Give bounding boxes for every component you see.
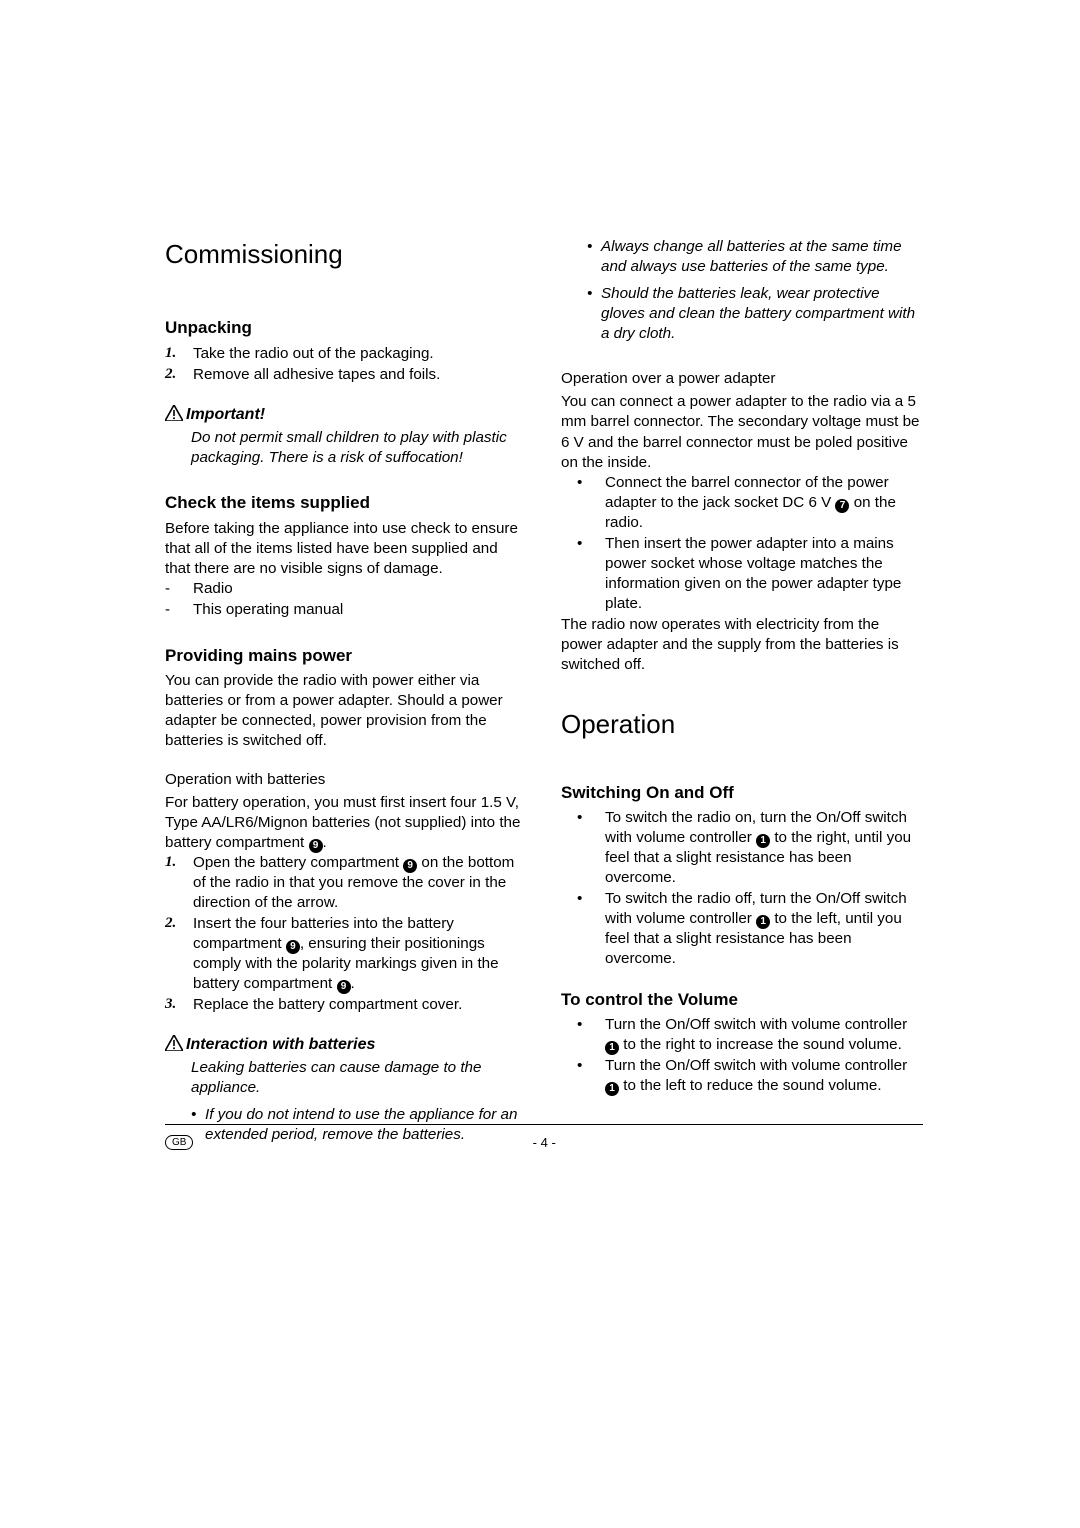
list-item: Then insert the power adapter into a mai… [605,534,923,614]
region-badge: GB [165,1135,193,1150]
battery-steps: 1.Open the battery compartment 9 on the … [165,853,527,1016]
ref-icon-9: 9 [309,839,323,853]
warning-icon [165,405,183,421]
step-text: Remove all adhesive tapes and foils. [193,366,440,383]
volume-control-bullets: Turn the On/Off switch with volume contr… [561,1015,923,1096]
list-item: Turn the On/Off switch with volume contr… [605,1015,923,1055]
switching-onoff-bullets: To switch the radio on, turn the On/Off … [561,808,923,970]
list-item: To switch the radio on, turn the On/Off … [605,808,923,888]
heading-volume-control: To control the Volume [561,989,923,1011]
warning-important-body: Do not permit small children to play wit… [165,428,527,468]
subheading-op-adapter: Operation over a power adapter [561,369,923,389]
op-batteries-intro: For battery operation, you must first in… [165,793,527,853]
unpacking-steps: 1.Take the radio out of the packaging. 2… [165,344,527,385]
warning-icon [165,1035,183,1051]
heading-commissioning: Commissioning [165,237,527,271]
step-text: Take the radio out of the packaging. [193,345,434,362]
check-items-list: Radio This operating manual [165,579,527,620]
footer-rule [165,1124,923,1125]
ref-icon-7: 7 [835,499,849,513]
warning-batteries-bullets-cont: Always change all batteries at the same … [561,237,923,344]
ref-icon-9: 9 [403,859,417,873]
manual-page: Commissioning Unpacking 1.Take the radio… [0,0,1080,1528]
ref-icon-1: 1 [756,915,770,929]
list-item: To switch the radio off, turn the On/Off… [605,889,923,969]
op-adapter-outro: The radio now operates with electricity … [561,615,923,675]
warning-title: Interaction with batteries [186,1036,375,1053]
list-item: 3.Replace the battery compartment cover. [193,995,527,1015]
list-item: 1.Take the radio out of the packaging. [193,344,527,364]
list-item: 1.Open the battery compartment 9 on the … [193,853,527,913]
list-item: Should the batteries leak, wear protecti… [601,284,923,344]
heading-operation: Operation [561,707,923,741]
heading-check-items: Check the items supplied [165,492,527,514]
ref-icon-9: 9 [286,940,300,954]
warning-batteries-heading: Interaction with batteries [165,1034,527,1055]
ref-icon-1: 1 [605,1082,619,1096]
heading-mains-power: Providing mains power [165,645,527,667]
right-column: Always change all batteries at the same … [561,237,923,1152]
op-adapter-intro: You can connect a power adapter to the r… [561,392,923,472]
list-item: This operating manual [193,600,527,620]
op-adapter-bullets: Connect the barrel connector of the powe… [561,473,923,614]
subheading-op-batteries: Operation with batteries [165,770,527,790]
ref-icon-9: 9 [337,980,351,994]
page-number: - 4 - [533,1135,556,1150]
list-item: Radio [193,579,527,599]
warning-important-heading: Important! [165,404,527,425]
warning-batteries-body: Leaking batteries can cause damage to th… [165,1058,527,1098]
left-column: Commissioning Unpacking 1.Take the radio… [165,237,527,1152]
ref-icon-1: 1 [605,1041,619,1055]
check-items-intro: Before taking the appliance into use che… [165,519,527,579]
mains-power-intro: You can provide the radio with power eit… [165,671,527,751]
list-item: Connect the barrel connector of the powe… [605,473,923,533]
footer-row: GB - 4 - [165,1135,923,1150]
page-footer: GB - 4 - [165,1124,923,1150]
warning-title: Important! [186,406,265,423]
heading-switching-onoff: Switching On and Off [561,782,923,804]
list-item: Turn the On/Off switch with volume contr… [605,1056,923,1096]
content-columns: Commissioning Unpacking 1.Take the radio… [165,237,923,1152]
list-item: 2.Insert the four batteries into the bat… [193,914,527,994]
list-item: 2.Remove all adhesive tapes and foils. [193,365,527,385]
ref-icon-1: 1 [756,834,770,848]
heading-unpacking: Unpacking [165,317,527,339]
list-item: Always change all batteries at the same … [601,237,923,277]
